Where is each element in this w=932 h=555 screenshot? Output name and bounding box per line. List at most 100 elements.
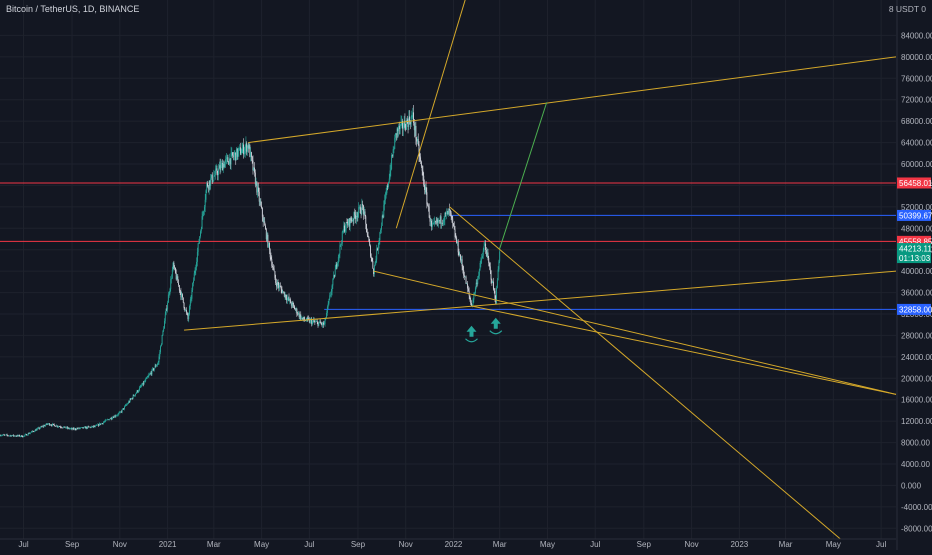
candle-body — [170, 289, 171, 294]
candle-body — [109, 419, 110, 420]
y-tick-label: 76000.00 — [901, 74, 932, 83]
y-tick-label: 68000.00 — [901, 117, 932, 126]
candle-body — [426, 192, 427, 204]
candle-body — [87, 426, 88, 428]
candle-body — [156, 365, 157, 366]
candle-body — [398, 126, 399, 131]
candle-body — [32, 431, 33, 432]
candle-body — [476, 283, 477, 288]
candle-body — [140, 386, 141, 387]
candle-body — [203, 211, 204, 214]
candle-body — [486, 250, 487, 256]
y-tick-label: 28000.00 — [901, 331, 932, 340]
candle-body — [36, 429, 37, 431]
candle-body — [94, 426, 95, 427]
candle-body — [37, 428, 38, 429]
candle-body — [207, 183, 208, 186]
candle-body — [217, 168, 218, 173]
candle-body — [132, 398, 133, 399]
candle-body — [11, 435, 12, 436]
candle-body — [98, 424, 99, 425]
candle-body — [292, 303, 293, 305]
candle-body — [65, 426, 66, 428]
candle-body — [273, 267, 274, 268]
candle-body — [329, 295, 330, 299]
candle-body — [82, 427, 83, 428]
candle-body — [115, 416, 116, 417]
x-tick-label: May — [254, 540, 269, 549]
candle-body — [391, 155, 392, 169]
candle-body — [119, 413, 120, 414]
candle-body — [135, 394, 136, 396]
candle-body — [300, 315, 301, 320]
x-tick-label: May — [826, 540, 841, 549]
candle-body — [81, 427, 82, 428]
candle-body — [248, 145, 249, 148]
candle-body — [437, 220, 438, 223]
candle-body — [90, 427, 91, 428]
candle-body — [69, 429, 70, 430]
candle-body — [30, 433, 31, 434]
candle-body — [142, 383, 143, 385]
candle-body — [347, 222, 348, 223]
candle-body — [38, 428, 39, 429]
candle-body — [465, 277, 466, 278]
x-tick-label: Mar — [207, 540, 221, 549]
candle-body — [459, 255, 460, 256]
candle-body — [448, 209, 449, 214]
candle-body — [104, 422, 105, 423]
candle-body — [470, 299, 471, 303]
candle-body — [276, 283, 277, 286]
candle-body — [167, 303, 168, 310]
candle-body — [257, 188, 258, 193]
candle-body — [123, 408, 124, 409]
candle-body — [415, 126, 416, 139]
candle-body — [123, 408, 124, 409]
candle-body — [426, 187, 427, 192]
candle-body — [42, 426, 43, 427]
candle-body — [365, 216, 366, 224]
candle-body — [334, 275, 335, 277]
candle-body — [124, 406, 125, 409]
candle-body — [395, 133, 396, 137]
candle-body — [70, 429, 71, 430]
candle-body — [89, 427, 90, 428]
x-tick-label: May — [540, 540, 555, 549]
candle-body — [205, 200, 206, 207]
candle-body — [318, 322, 319, 326]
candle-body — [15, 436, 16, 437]
candle-body — [266, 229, 267, 239]
candle-body — [12, 435, 13, 436]
candle-body — [18, 435, 19, 436]
candle-body — [343, 226, 344, 232]
candle-body — [56, 426, 57, 427]
candle-body — [265, 226, 266, 229]
candle-body — [78, 428, 79, 429]
candle-body — [452, 218, 453, 223]
candle-body — [7, 435, 8, 436]
candle-body — [148, 376, 149, 377]
candle-body — [442, 223, 443, 224]
candle-body — [408, 122, 409, 127]
candle-body — [155, 366, 156, 367]
candle-body — [143, 383, 144, 384]
candle-body — [379, 232, 380, 240]
candle-body — [217, 173, 218, 175]
candle-body — [328, 304, 329, 307]
candle-body — [242, 145, 243, 150]
candle-body — [311, 320, 312, 324]
candle-body — [498, 261, 499, 269]
candle-body — [388, 182, 389, 187]
candle-body — [258, 188, 259, 192]
candle-body — [190, 300, 191, 306]
x-tick-label: Jul — [304, 540, 314, 549]
candle-body — [68, 428, 69, 429]
candle-body — [5, 435, 6, 436]
candle-body — [351, 221, 352, 222]
candle-body — [228, 162, 229, 165]
x-tick-label: Nov — [399, 540, 413, 549]
candle-body — [343, 231, 344, 232]
candle-body — [460, 255, 461, 261]
